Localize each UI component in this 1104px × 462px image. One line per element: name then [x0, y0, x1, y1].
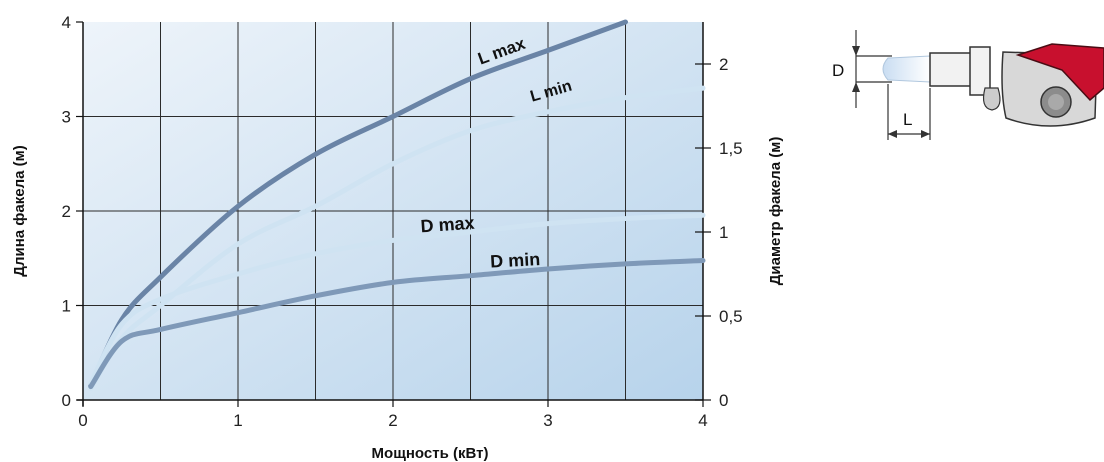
x-tick-label: 1: [233, 411, 242, 430]
y-tick-label: 1: [62, 297, 71, 316]
y2-tick-label: 0: [719, 391, 728, 410]
y-tick-label: 2: [62, 202, 71, 221]
burner-diagram: D L: [832, 30, 1104, 140]
y2-tick-label: 1,5: [719, 139, 743, 158]
y-tick-label: 3: [62, 108, 71, 127]
diameter-label: D: [832, 61, 844, 80]
series-line-l-max: [88, 19, 628, 389]
x-tick-label: 2: [388, 411, 397, 430]
diameter-dimension: D: [832, 30, 892, 108]
y2-axis-title: Диаметр факела (м): [767, 137, 784, 286]
y2-tick-label: 2: [719, 55, 728, 74]
y-axis-title: Длина факела (м): [11, 145, 28, 276]
x-axis-title: Мощность (кВт): [372, 445, 489, 462]
length-dimension: L: [887, 84, 931, 140]
x-tick-label: 3: [543, 411, 552, 430]
axes: [77, 22, 704, 406]
y-tick-label: 4: [62, 13, 71, 32]
series-line-d-min: [88, 258, 706, 390]
y-tick-label: 0: [62, 391, 71, 410]
series-label: D min: [490, 249, 541, 272]
y2-tick-label: 0,5: [719, 307, 743, 326]
x-tick-label: 4: [698, 411, 707, 430]
length-label: L: [903, 110, 912, 129]
series-line-l-min: [88, 85, 706, 392]
x-tick-label: 0: [78, 411, 87, 430]
series-label: D max: [420, 213, 475, 237]
y2-tick-label: 1: [719, 223, 728, 242]
series-line-d-max: [88, 212, 706, 386]
flame-shape: [882, 55, 931, 83]
series-lines: [88, 19, 706, 392]
burner-body: [929, 43, 1104, 127]
